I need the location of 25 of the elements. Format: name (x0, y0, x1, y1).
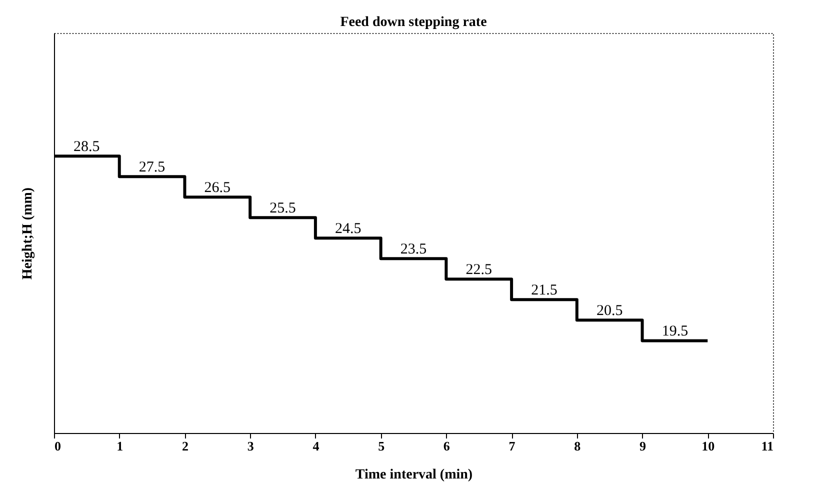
x-tick-label: 3 (247, 438, 254, 454)
x-tick-label: 8 (574, 438, 582, 454)
data-label: 21.5 (531, 282, 558, 299)
x-tick-label: 5 (378, 438, 386, 454)
x-tick-label: 10 (702, 438, 715, 454)
data-label: 27.5 (138, 160, 166, 176)
data-label: 20.5 (596, 303, 623, 320)
x-tick-label: 4 (312, 438, 320, 454)
data-label: 23.5 (400, 242, 427, 258)
x-tick-label: 2 (182, 438, 188, 454)
x-tick-label: 1 (116, 438, 124, 454)
data-label: 25.5 (270, 200, 296, 217)
data-label: 28.5 (74, 139, 100, 156)
x-tick-label: 7 (508, 438, 516, 454)
data-label: 19.5 (662, 324, 688, 340)
x-tick-label: 0 (54, 438, 61, 454)
data-label: 24.5 (335, 221, 362, 238)
data-label: 22.5 (466, 262, 492, 278)
x-tick-label: 11 (761, 438, 774, 454)
chart-title: Feed down stepping rate (340, 15, 487, 30)
x-tick-label: 9 (640, 438, 647, 454)
data-label: 26.5 (204, 180, 231, 196)
x-axis-title: Time interval (min) (355, 468, 473, 482)
x-tick-label: 6 (443, 438, 450, 454)
y-axis-title: Height;H (mm) (20, 187, 36, 280)
